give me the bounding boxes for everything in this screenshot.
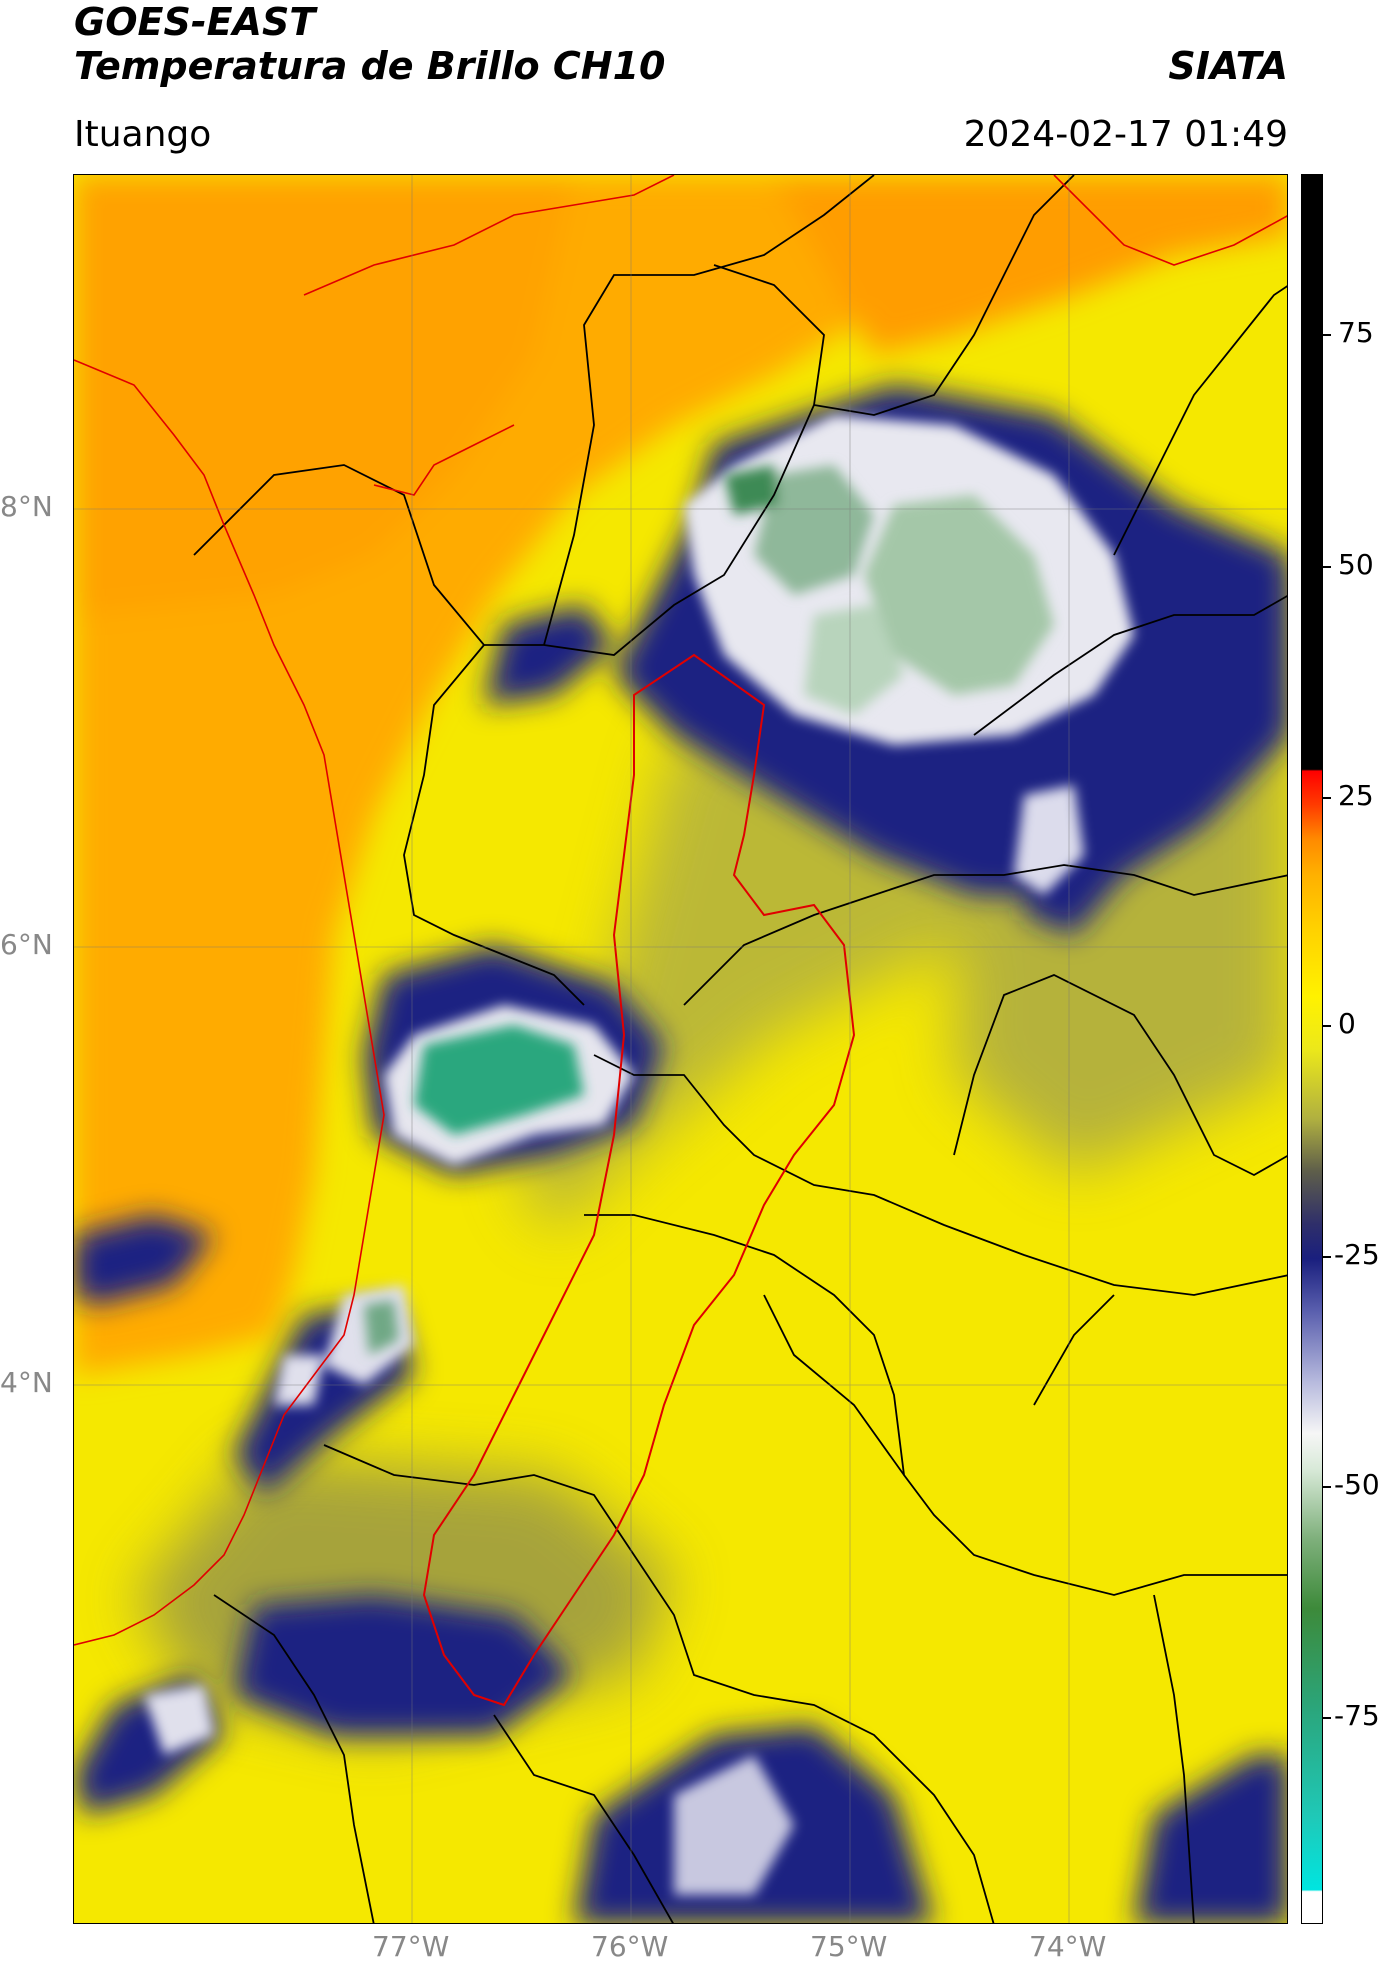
department-borders bbox=[193, 175, 1287, 1923]
lat-label-8n: 8°N bbox=[0, 490, 53, 523]
colorbar-label-25: 25 bbox=[1338, 779, 1374, 812]
colorbar-label-minus75: -75 bbox=[1334, 1699, 1380, 1732]
colorbar-label-minus50: -50 bbox=[1334, 1468, 1380, 1501]
map-canvas bbox=[74, 175, 1287, 1923]
colorbar-label-minus25: -25 bbox=[1334, 1238, 1380, 1271]
graticule bbox=[74, 175, 1287, 1923]
datetime-label: 2024-02-17 01:49 bbox=[963, 114, 1288, 155]
colorbar-label-75: 75 bbox=[1338, 316, 1374, 349]
agency-label: SIATA bbox=[1168, 44, 1288, 88]
lon-label-77w: 77°W bbox=[372, 1930, 450, 1963]
lon-label-76w: 76°W bbox=[591, 1930, 669, 1963]
lon-label-74w: 74°W bbox=[1029, 1930, 1107, 1963]
colorbar-label-50: 50 bbox=[1338, 548, 1374, 581]
coldest-cores bbox=[364, 465, 1054, 1355]
lon-label-75w: 75°W bbox=[810, 1930, 888, 1963]
lat-label-4n: 4°N bbox=[0, 1366, 53, 1399]
product-title: Temperatura de Brillo CH10 bbox=[74, 44, 666, 88]
brightness-temperature-map bbox=[73, 174, 1288, 1924]
temperature-colorbar bbox=[1301, 174, 1323, 1924]
lat-label-6n: 6°N bbox=[0, 928, 53, 961]
region-label: Ituango bbox=[74, 114, 212, 155]
coastline bbox=[74, 175, 1287, 1646]
study-basin-border bbox=[422, 653, 856, 1707]
satellite-title: GOES-EAST bbox=[74, 0, 316, 44]
colorbar-label-0: 0 bbox=[1338, 1007, 1356, 1040]
